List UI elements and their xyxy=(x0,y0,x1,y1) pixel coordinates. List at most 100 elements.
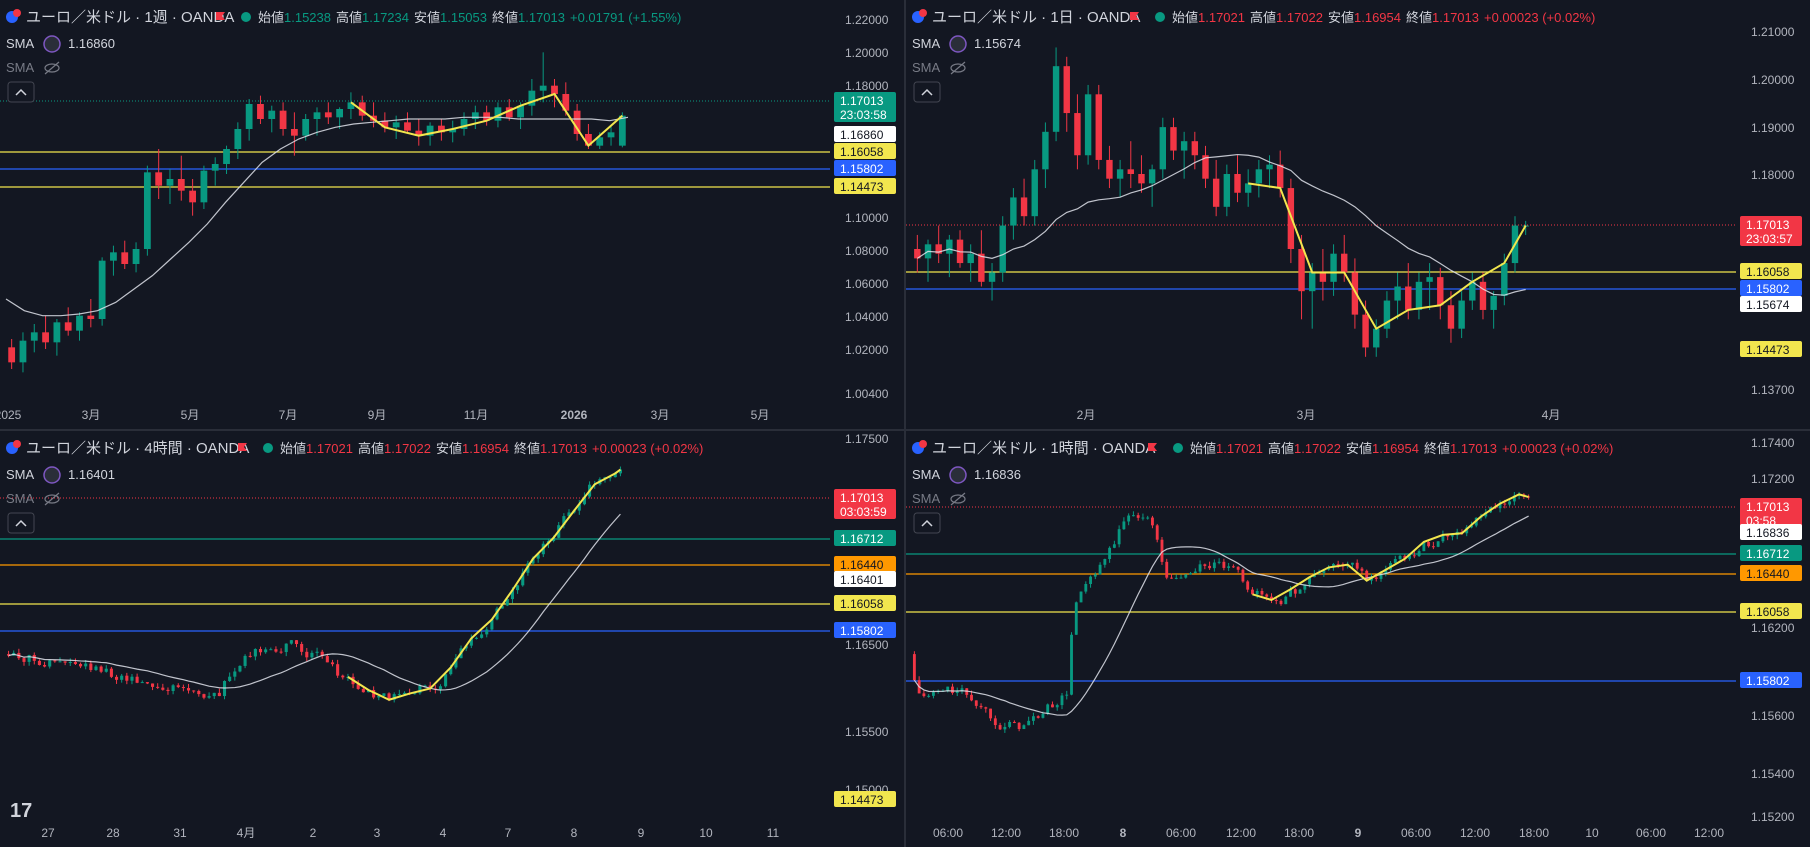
collapse-button-frame[interactable] xyxy=(7,512,35,534)
candle-body xyxy=(1403,555,1407,559)
price-badge[interactable] xyxy=(834,556,896,572)
collapse-legend-button[interactable] xyxy=(7,512,35,534)
candle xyxy=(1027,716,1031,726)
price-badge[interactable] xyxy=(1740,498,1802,528)
chart-header[interactable]: ユーロ／米ドル · 1日 · OANDA 始値 1.17021 高値 1.17022 安値… xyxy=(912,9,1595,26)
chart-panel-4h[interactable]: 1.17500 1.16500 1.15500 1.15000 27 28 31 4月 2 3 4 7… xyxy=(0,431,904,847)
chart-panel-daily[interactable]: 1.21000 1.20000 1.19000 1.18000 1.13700 2月 3月 4… xyxy=(906,0,1810,429)
candle-body xyxy=(1184,574,1188,578)
price-badge[interactable] xyxy=(834,178,896,194)
price-badge[interactable] xyxy=(834,595,896,611)
price-badge[interactable] xyxy=(1740,565,1802,581)
price-axis[interactable]: 1.22000 1.20000 1.18000 1.10000 1.08000 1.060… xyxy=(845,13,889,401)
candle xyxy=(1284,595,1288,605)
candle-body xyxy=(1512,495,1516,502)
visibility-hidden-icon[interactable] xyxy=(44,63,60,73)
chart-canvas[interactable]: 1.22000 1.20000 1.18000 1.10000 1.08000 1.060… xyxy=(0,0,904,429)
price-badge[interactable] xyxy=(834,489,896,519)
candle xyxy=(474,636,479,640)
collapse-button-frame[interactable] xyxy=(913,81,941,103)
sma-settings-icon[interactable] xyxy=(43,35,61,53)
sma-settings-icon[interactable] xyxy=(43,466,61,484)
price-badge[interactable] xyxy=(1740,341,1802,357)
candle xyxy=(238,665,242,673)
sma-settings-icon[interactable] xyxy=(949,466,967,484)
sma-legend[interactable]: SMA 1.16401 SMA xyxy=(6,466,115,506)
candle xyxy=(155,149,163,199)
sma-legend[interactable]: SMA 1.15674 SMA xyxy=(912,35,1021,75)
price-badge[interactable] xyxy=(1740,280,1802,296)
chart-panel-1h[interactable]: 1.174001.172001.166001.162001.156001.154… xyxy=(906,431,1810,847)
sma-legend[interactable]: SMA 1.16836 SMA xyxy=(912,466,1021,506)
candle xyxy=(1426,263,1433,310)
candle-body xyxy=(1108,547,1112,560)
price-badge[interactable] xyxy=(834,622,896,638)
candle-body xyxy=(402,692,407,695)
collapse-button-frame[interactable] xyxy=(913,512,941,534)
visibility-hidden-icon[interactable] xyxy=(44,494,60,504)
price-axis[interactable]: 1.21000 1.20000 1.19000 1.18000 1.13700 xyxy=(1751,25,1795,397)
change-value: +0.00023 (+0.02%) xyxy=(1502,441,1613,456)
chart-canvas[interactable]: 1.21000 1.20000 1.19000 1.18000 1.13700 2月 3月 4… xyxy=(906,0,1810,429)
time-axis[interactable]: 27 28 31 4月 2 3 4 7 8 9 10 11 xyxy=(41,826,779,840)
chart-header[interactable]: ユーロ／米ドル · 4時間 · OANDA 始値 1.17021 高値 1.17022 安… xyxy=(6,440,703,457)
price-badge[interactable] xyxy=(834,143,896,159)
candle-body xyxy=(1022,725,1026,730)
candle xyxy=(171,684,175,695)
collapse-button-frame[interactable] xyxy=(7,81,35,103)
candle xyxy=(483,105,491,126)
sma-legend[interactable]: SMA 1.16860 SMA xyxy=(6,35,115,75)
collapse-legend-button[interactable] xyxy=(913,512,941,534)
time-tick-label: 2 xyxy=(310,826,317,840)
price-badge[interactable] xyxy=(1740,296,1802,312)
panel-divider-horizontal[interactable] xyxy=(0,429,1810,431)
zigzag-trendline xyxy=(1252,493,1529,602)
price-badge[interactable] xyxy=(1740,216,1802,246)
horizontal-lines xyxy=(906,506,1736,682)
candle-body xyxy=(1127,515,1131,522)
time-axis[interactable]: 2月 3月 4月 xyxy=(1077,408,1561,422)
candle-body xyxy=(1170,127,1177,151)
price-badge[interactable] xyxy=(834,126,896,142)
candle-body xyxy=(1508,501,1512,505)
price-badge[interactable] xyxy=(834,571,896,587)
chart-panel-weekly[interactable]: 1.22000 1.20000 1.18000 1.10000 1.08000 1.060… xyxy=(0,0,904,429)
price-badge[interactable] xyxy=(834,92,896,122)
visibility-hidden-icon[interactable] xyxy=(950,63,966,73)
candlestick-series[interactable] xyxy=(7,466,622,703)
price-badges[interactable]: 1.1701303:581.168361.167121.164401.16058… xyxy=(1740,498,1802,688)
price-badge[interactable] xyxy=(1740,524,1802,540)
candle-body xyxy=(613,473,617,478)
price-badge[interactable] xyxy=(1740,545,1802,561)
price-badge[interactable] xyxy=(834,160,896,176)
candlestick-series[interactable] xyxy=(912,491,1531,733)
candle-body xyxy=(1003,726,1007,730)
visibility-hidden-icon[interactable] xyxy=(950,494,966,504)
price-badge[interactable] xyxy=(834,791,896,807)
panel-divider-vertical[interactable] xyxy=(904,0,906,847)
time-axis[interactable]: 2025 3月 5月 7月 9月 11月 2026 3月 5月 xyxy=(0,408,769,422)
price-badge[interactable] xyxy=(1740,263,1802,279)
chart-header[interactable]: ユーロ／米ドル · 1週 · OANDA 始値 1.15238 高値 1.17234 安値… xyxy=(6,9,681,26)
collapse-legend-button[interactable] xyxy=(913,81,941,103)
candle-body xyxy=(228,676,232,681)
chart-header[interactable]: ユーロ／米ドル · 1時間 · OANDA 始値 1.17021 高値 1.17022 安… xyxy=(912,440,1613,457)
time-tick-label: 12:00 xyxy=(991,826,1021,840)
time-tick-label: 31 xyxy=(173,826,187,840)
price-badge[interactable] xyxy=(1740,672,1802,688)
price-badge[interactable] xyxy=(834,530,896,546)
candlestick-series[interactable] xyxy=(8,52,626,373)
time-axis[interactable]: 06:00 12:00 18:00 8 06:00 12:00 18:00 9 06:00 12:… xyxy=(933,826,1724,840)
price-badge[interactable] xyxy=(1740,603,1802,619)
time-tick-label: 11 xyxy=(767,826,780,840)
candle xyxy=(1479,272,1487,320)
sma-settings-icon[interactable] xyxy=(949,35,967,53)
candle xyxy=(228,672,232,682)
chart-canvas[interactable]: 1.174001.172001.166001.162001.156001.154… xyxy=(906,431,1810,847)
candle-body xyxy=(1244,183,1252,193)
collapse-legend-button[interactable] xyxy=(7,81,35,103)
